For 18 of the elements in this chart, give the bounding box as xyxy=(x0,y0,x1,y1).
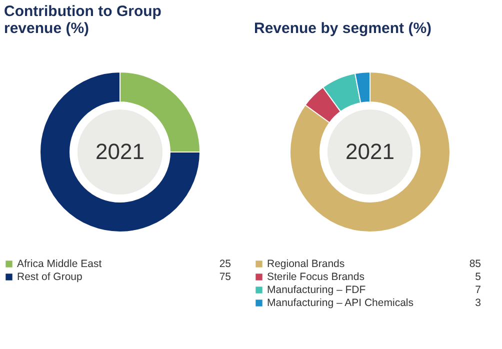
data-label: 7 xyxy=(475,284,482,296)
text: 2021 xyxy=(96,139,144,164)
chart-title: Revenue by segment (%) xyxy=(254,20,432,37)
legend-label: Regional Brands xyxy=(267,258,345,270)
legend-label: Rest of Group xyxy=(17,271,83,283)
data-label: 3 xyxy=(475,297,482,309)
data-label: 25 xyxy=(219,258,232,270)
legend-label: Sterile Focus Brands xyxy=(267,271,364,283)
data-label: 5 xyxy=(475,271,482,283)
legend-label: Manufacturing – FDF xyxy=(267,284,366,296)
chart-title: Contribution to Group revenue (%) xyxy=(4,3,162,37)
data-label: 75 xyxy=(219,271,232,283)
donut-slice xyxy=(40,72,200,232)
legend-label: Manufacturing – API Chemicals xyxy=(267,297,414,309)
text: 2021 xyxy=(346,139,394,164)
legend-label: Africa Middle East xyxy=(17,258,102,270)
data-label: 85 xyxy=(469,258,482,270)
donut-slice xyxy=(290,72,450,232)
